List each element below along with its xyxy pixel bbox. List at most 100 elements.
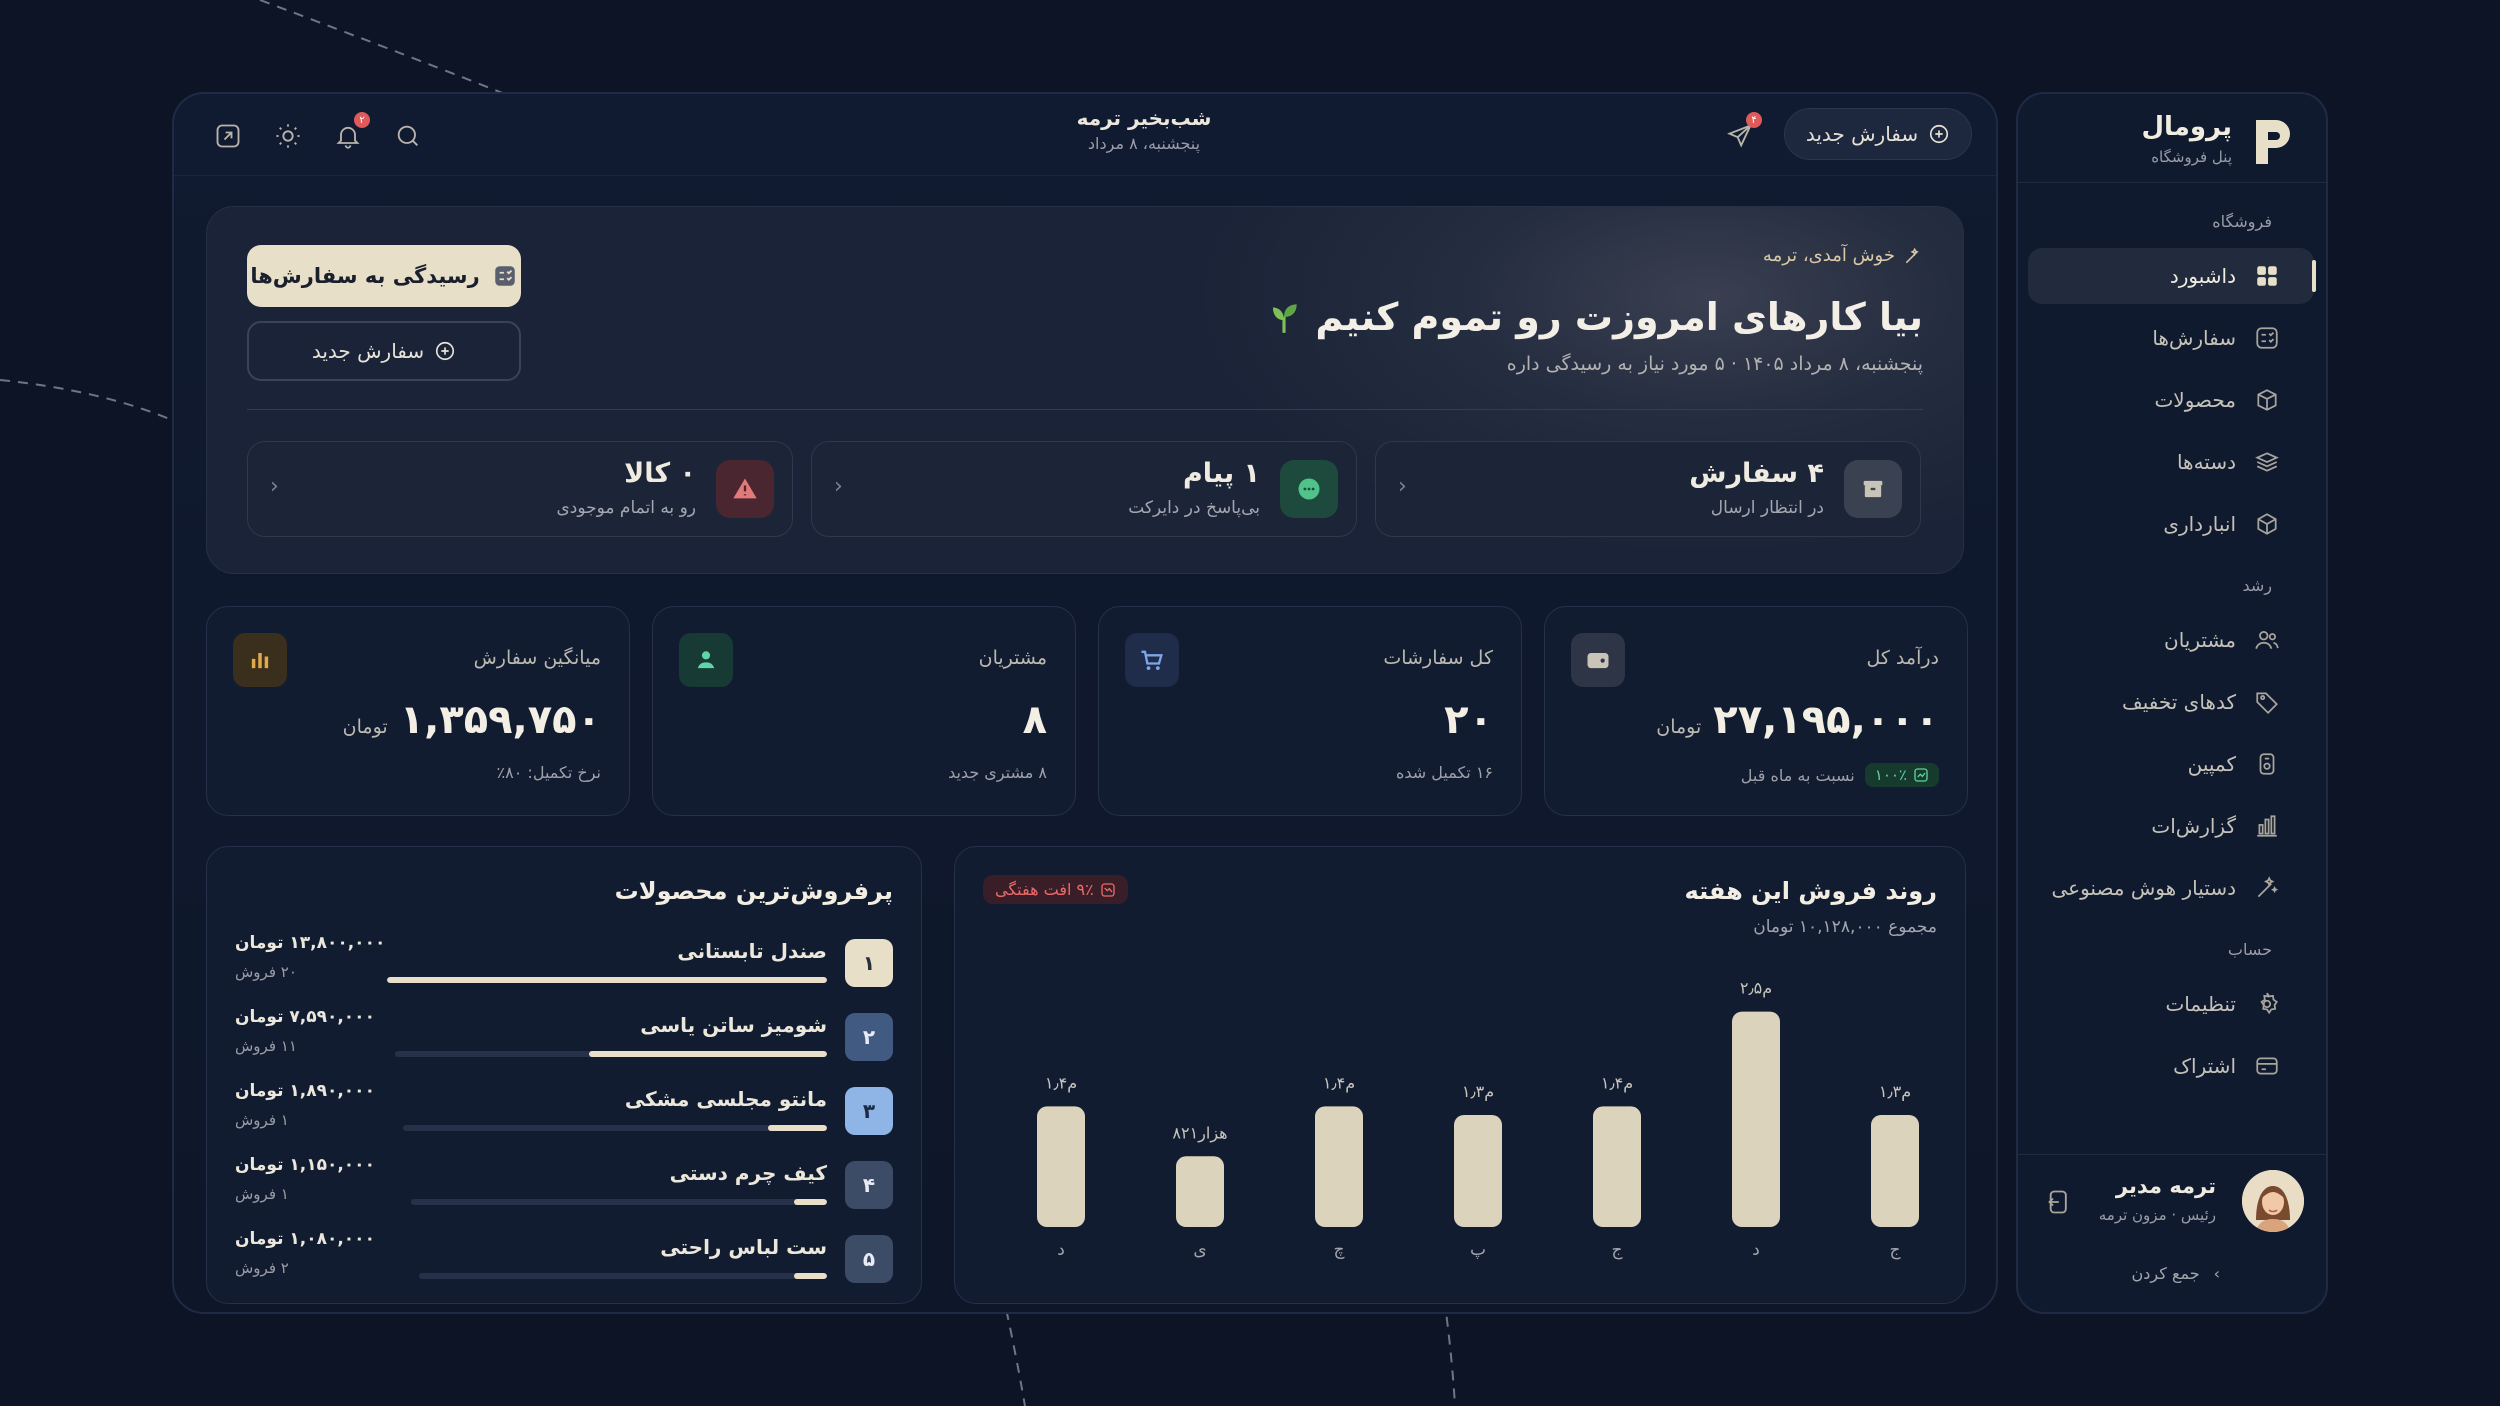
welcome-text: خوش آمدی، ترمه xyxy=(1762,245,1895,266)
bar[interactable] xyxy=(1454,1115,1502,1227)
sales-share-fill xyxy=(794,1273,827,1279)
sales-bar-chart: ۱٫۳م ج ۲٫۵م د ۱٫۴م ج ۱٫۳م پ ۱٫۴م چ ۸۲۱هزار ی ۱٫۴م د xyxy=(1037,979,1919,1260)
bar[interactable] xyxy=(1037,1106,1085,1227)
sidebar-divider xyxy=(2018,182,2326,183)
bar[interactable] xyxy=(1732,1011,1780,1227)
warning-icon xyxy=(716,460,774,518)
stat-customers: مشتریان ۸ ۸ مشتری جدید xyxy=(652,606,1076,816)
checklist-icon xyxy=(494,266,515,286)
sidebar-item-settings[interactable]: تنظیمات xyxy=(2028,976,2314,1032)
product-row[interactable]: ۱ صندل تابستانی ۱۳,۸۰۰,۰۰۰ تومان ۲۰ فروش xyxy=(235,933,893,1007)
brand-tagline: پنل فروشگاه xyxy=(2151,148,2232,166)
sidebar-item-label: محصولات xyxy=(2154,388,2236,412)
product-row[interactable]: ۳ مانتو مجلسی مشکی ۱,۸۹۰,۰۰۰ تومان ۱ فروش xyxy=(235,1081,893,1155)
plus-circle-icon xyxy=(436,341,455,361)
sales-share-fill xyxy=(589,1051,827,1057)
product-sales: ۲ فروش xyxy=(235,1259,289,1277)
sidebar-item-orders[interactable]: سفارش‌ها xyxy=(2028,310,2314,366)
collapse-button[interactable]: › جمع کردن xyxy=(2132,1264,2220,1283)
card-icon xyxy=(2256,1057,2278,1075)
rank-badge: ۳ xyxy=(845,1087,893,1135)
hero-title: بیا کارهای امروزت رو تموم کنیم xyxy=(1265,295,1923,339)
sidebar-item-label: داشبورد xyxy=(2169,264,2236,288)
weekly-drop-badge: ۹٪ افت هفتگی xyxy=(983,875,1128,904)
brand-name: پرومال xyxy=(2141,112,2232,142)
wallet-icon xyxy=(1571,633,1625,687)
sidebar-item-categories[interactable]: دسته‌ها xyxy=(2028,434,2314,490)
sidebar-item-campaign[interactable]: کمپین xyxy=(2028,736,2314,792)
stat-label: کل سفارشات xyxy=(1383,647,1493,669)
product-sales: ۱۱ فروش xyxy=(235,1037,297,1055)
low-stock-desc: رو به اتمام موجودی xyxy=(556,498,696,518)
logout-icon[interactable] xyxy=(2046,1188,2074,1216)
message-count: ۴ xyxy=(1746,112,1762,128)
product-revenue: ۱,۱۵۰,۰۰۰ تومان xyxy=(235,1155,375,1175)
rank-badge: ۴ xyxy=(845,1161,893,1209)
sidebar-item-reports[interactable]: گزارش‌ات xyxy=(2028,798,2314,854)
bar[interactable] xyxy=(1871,1115,1919,1227)
sidebar-item-products[interactable]: محصولات xyxy=(2028,372,2314,428)
sidebar-item-dashboard[interactable]: داشبورد xyxy=(2028,248,2316,304)
product-name: کیف چرم دستی xyxy=(669,1161,827,1185)
bar[interactable] xyxy=(1176,1156,1224,1227)
product-name: صندل تابستانی xyxy=(677,939,827,963)
stat-foot: نرخ تکمیل: ۸۰٪ xyxy=(497,763,601,782)
magic-wand-icon xyxy=(1905,247,1919,263)
stat-foot-text: نسبت به ماه قبل xyxy=(1740,765,1855,785)
x-tick-label: د xyxy=(1057,1240,1065,1260)
sales-trend-title: روند فروش این هفته xyxy=(1684,877,1937,905)
sales-share-bar xyxy=(411,1199,827,1205)
box-icon xyxy=(2257,389,2277,411)
sidebar-item-ai-assistant[interactable]: دستیار هوش مصنوعی xyxy=(2028,860,2314,916)
sidebar-item-label: انبارداری xyxy=(2163,512,2236,536)
handle-orders-button[interactable]: رسیدگی به سفارش‌ها xyxy=(247,245,521,307)
avatar-image xyxy=(2242,1170,2304,1232)
rank-badge: ۵ xyxy=(845,1235,893,1283)
sidebar-item-discounts[interactable]: کدهای تخفیف xyxy=(2028,674,2314,730)
stat-foot: ۸ مشتری جدید xyxy=(948,763,1047,782)
product-row[interactable]: ۴ کیف چرم دستی ۱,۱۵۰,۰۰۰ تومان ۱ فروش xyxy=(235,1155,893,1229)
sidebar-item-label: مشتریان xyxy=(2164,628,2236,652)
stat-number: ۸ xyxy=(1022,697,1047,743)
stat-label: مشتریان xyxy=(978,647,1047,669)
new-order-button[interactable]: سفارش جدید xyxy=(247,321,521,381)
product-name: شومیز ساتن یاسی xyxy=(640,1013,827,1037)
sales-share-bar xyxy=(395,1051,827,1057)
campaign-icon xyxy=(2259,753,2275,775)
sales-share-bar xyxy=(403,1125,827,1131)
data-label: ۱٫۳م xyxy=(1879,1082,1911,1101)
send-icon[interactable]: ۴ xyxy=(1720,112,1762,156)
product-row[interactable]: ۵ ست لباس راحتی ۱,۰۸۰,۰۰۰ تومان ۲ فروش xyxy=(235,1229,893,1303)
bar[interactable] xyxy=(1593,1106,1641,1227)
bar-chart-icon xyxy=(233,633,287,687)
messages-card[interactable]: ۱ پیام بی‌پاسخ در دایرکت ‹ xyxy=(811,441,1357,537)
stat-average-order: میانگین سفارش ۱,۳۵۹,۷۵۰ تومان نرخ تکمیل:… xyxy=(206,606,630,816)
avatar[interactable] xyxy=(2242,1170,2304,1232)
expand-icon[interactable] xyxy=(208,116,248,156)
checklist-icon xyxy=(2256,327,2278,349)
top-bar: ۲ شب‌بخیر ترمه پنجشنبه، ۸ مرداد ۴ سفارش … xyxy=(174,94,1996,176)
sidebar-item-subscription[interactable]: اشتراک xyxy=(2028,1038,2314,1094)
low-stock-card[interactable]: ۰ کالا رو به اتمام موجودی ‹ xyxy=(247,441,793,537)
pending-orders-card[interactable]: ۴ سفارش در انتظار ارسال ‹ xyxy=(1375,441,1921,537)
chevron-left-icon: ‹ xyxy=(1398,474,1407,499)
product-row[interactable]: ۲ شومیز ساتن یاسی ۷,۵۹۰,۰۰۰ تومان ۱۱ فروش xyxy=(235,1007,893,1081)
bar[interactable] xyxy=(1315,1106,1363,1227)
product-revenue: ۱۳,۸۰۰,۰۰۰ تومان xyxy=(235,933,386,953)
sidebar-item-inventory[interactable]: انبارداری xyxy=(2028,496,2314,552)
bell-icon[interactable]: ۲ xyxy=(328,112,370,156)
new-order-top-button[interactable]: سفارش جدید xyxy=(1784,108,1972,160)
user-icon xyxy=(679,633,733,687)
weekly-drop-text: ۹٪ افت هفتگی xyxy=(995,880,1094,899)
stat-value: ۸ xyxy=(1023,697,1047,743)
search-icon[interactable] xyxy=(388,116,428,156)
top-products-panel: پرفروش‌ترین محصولات ۱ صندل تابستانی ۱۳,۸۰۰… xyxy=(206,846,922,1304)
x-tick-label: د xyxy=(1752,1240,1760,1260)
messages-count: ۱ پیام xyxy=(1183,458,1260,489)
sales-share-fill xyxy=(387,977,827,983)
new-order-top-label: سفارش جدید xyxy=(1805,122,1919,146)
sidebar-item-customers[interactable]: مشتریان xyxy=(2028,612,2314,668)
stat-foot-text: ۱۶ تکمیل شده xyxy=(1395,763,1493,782)
sun-icon[interactable] xyxy=(268,116,308,156)
cart-icon xyxy=(1125,633,1179,687)
